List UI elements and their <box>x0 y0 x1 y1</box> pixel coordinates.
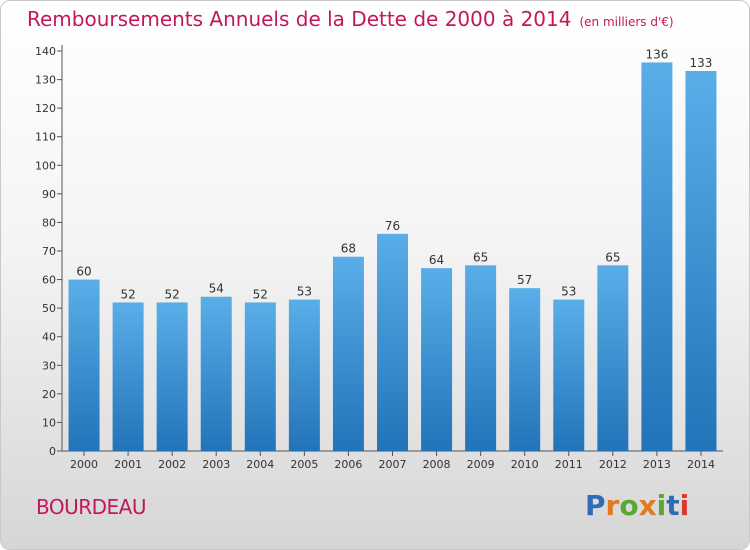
bar <box>421 268 453 451</box>
bar <box>200 296 232 451</box>
logo-letter: o <box>619 489 639 522</box>
y-tick-label: 130 <box>35 74 56 87</box>
y-tick-label: 140 <box>35 45 56 58</box>
bar-value-label: 136 <box>645 47 668 61</box>
logo-letter: i <box>656 489 667 522</box>
chart-title-text: Remboursements Annuels de la Dette de 20… <box>27 7 572 31</box>
place-name: BOURDEAU <box>36 495 147 519</box>
bar-value-label: 53 <box>297 285 312 299</box>
chart-title: Remboursements Annuels de la Dette de 20… <box>27 7 674 31</box>
bar-value-label: 133 <box>690 56 713 70</box>
x-tick-label: 2001 <box>114 458 142 471</box>
logo-letter: t <box>666 489 680 522</box>
bar <box>553 299 585 451</box>
bar-value-label: 53 <box>561 285 576 299</box>
bar-value-label: 68 <box>341 242 356 256</box>
bar <box>377 233 408 451</box>
x-tick-label: 2013 <box>643 458 671 471</box>
x-tick-label: 2003 <box>202 458 230 471</box>
bar-value-label: 52 <box>253 287 268 301</box>
x-tick-label: 2008 <box>423 458 451 471</box>
y-tick-label: 80 <box>42 216 56 229</box>
x-tick-label: 2002 <box>158 458 186 471</box>
y-tick-label: 60 <box>42 274 56 287</box>
bar <box>112 302 144 451</box>
y-tick-label: 10 <box>42 416 56 429</box>
bar-value-label: 60 <box>76 265 91 279</box>
bar-value-label: 64 <box>429 253 444 267</box>
bar <box>156 302 188 451</box>
x-tick-label: 2012 <box>599 458 627 471</box>
x-tick-label: 2014 <box>687 458 715 471</box>
logo-letter: x <box>638 489 657 522</box>
y-tick-label: 110 <box>35 131 56 144</box>
x-tick-label: 2009 <box>467 458 495 471</box>
y-tick-label: 100 <box>35 159 56 172</box>
bar-value-label: 65 <box>605 250 620 264</box>
bar-value-label: 52 <box>120 287 135 301</box>
bar <box>68 279 100 451</box>
bar <box>597 265 629 451</box>
y-tick-label: 0 <box>49 445 56 458</box>
logo-letter: i <box>679 489 690 522</box>
x-tick-label: 2005 <box>290 458 318 471</box>
y-tick-label: 20 <box>42 388 56 401</box>
x-tick-label: 2000 <box>70 458 98 471</box>
bar <box>685 71 717 451</box>
proxiti-logo: Proxiti <box>585 489 689 522</box>
y-tick-label: 50 <box>42 302 56 315</box>
y-tick-label: 70 <box>42 245 56 258</box>
bar <box>641 62 673 452</box>
x-tick-label: 2011 <box>555 458 583 471</box>
bar <box>509 288 541 451</box>
bar-value-label: 65 <box>473 250 488 264</box>
y-tick-label: 90 <box>42 188 56 201</box>
y-tick-label: 120 <box>35 102 56 115</box>
bar-value-label: 54 <box>209 282 224 296</box>
chart-unit: (en milliers d'€) <box>579 15 674 29</box>
y-tick-label: 30 <box>42 359 56 372</box>
logo-letter: P <box>585 489 606 522</box>
logo-letter: r <box>605 489 620 522</box>
bar <box>288 299 320 451</box>
y-tick-label: 40 <box>42 331 56 344</box>
bar <box>244 302 276 451</box>
x-tick-label: 2006 <box>334 458 362 471</box>
x-tick-label: 2004 <box>246 458 274 471</box>
x-tick-label: 2010 <box>511 458 539 471</box>
bar-value-label: 76 <box>385 219 400 233</box>
bar <box>465 265 497 451</box>
x-tick-label: 2007 <box>379 458 407 471</box>
bar <box>332 256 364 451</box>
bar-value-label: 52 <box>165 287 180 301</box>
bar-value-label: 57 <box>517 273 532 287</box>
